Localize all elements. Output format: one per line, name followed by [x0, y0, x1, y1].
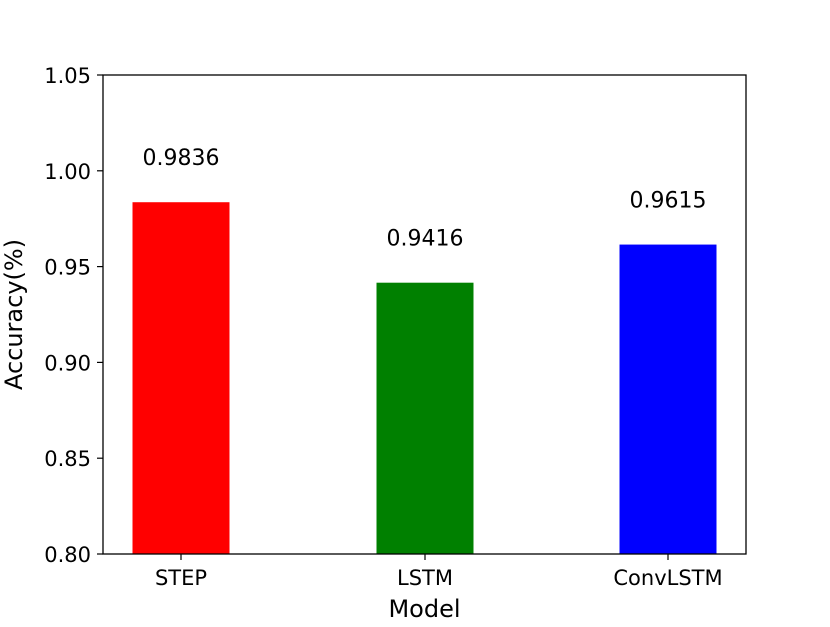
bar-convlstm — [619, 244, 717, 555]
x-axis-label: Model — [388, 595, 460, 623]
y-axis-ticks: 0.80 0.85 0.90 0.95 1.00 1.05 — [44, 64, 103, 567]
bars-layer — [132, 202, 717, 555]
x-tick-label-convlstm: ConvLSTM — [613, 566, 722, 590]
y-tick-label: 1.00 — [44, 160, 91, 184]
bar-lstm — [376, 282, 474, 554]
y-tick-label: 0.90 — [44, 351, 91, 375]
y-tick-label: 0.80 — [44, 543, 91, 567]
value-label-convlstm: 0.9615 — [630, 189, 707, 214]
y-tick-label: 0.95 — [44, 256, 91, 280]
bar-step — [132, 202, 230, 554]
x-tick-label-step: STEP — [155, 566, 207, 590]
value-labels-layer: 0.9836 0.9416 0.9615 — [143, 146, 707, 251]
x-tick-label-lstm: LSTM — [397, 566, 453, 590]
x-axis-ticks: STEP LSTM ConvLSTM — [155, 554, 723, 590]
value-label-step: 0.9836 — [143, 146, 220, 171]
y-tick-label: 0.85 — [44, 447, 91, 471]
y-axis-label: Accuracy(%) — [0, 239, 28, 390]
value-label-lstm: 0.9416 — [387, 227, 464, 252]
y-tick-label: 1.05 — [44, 64, 91, 88]
